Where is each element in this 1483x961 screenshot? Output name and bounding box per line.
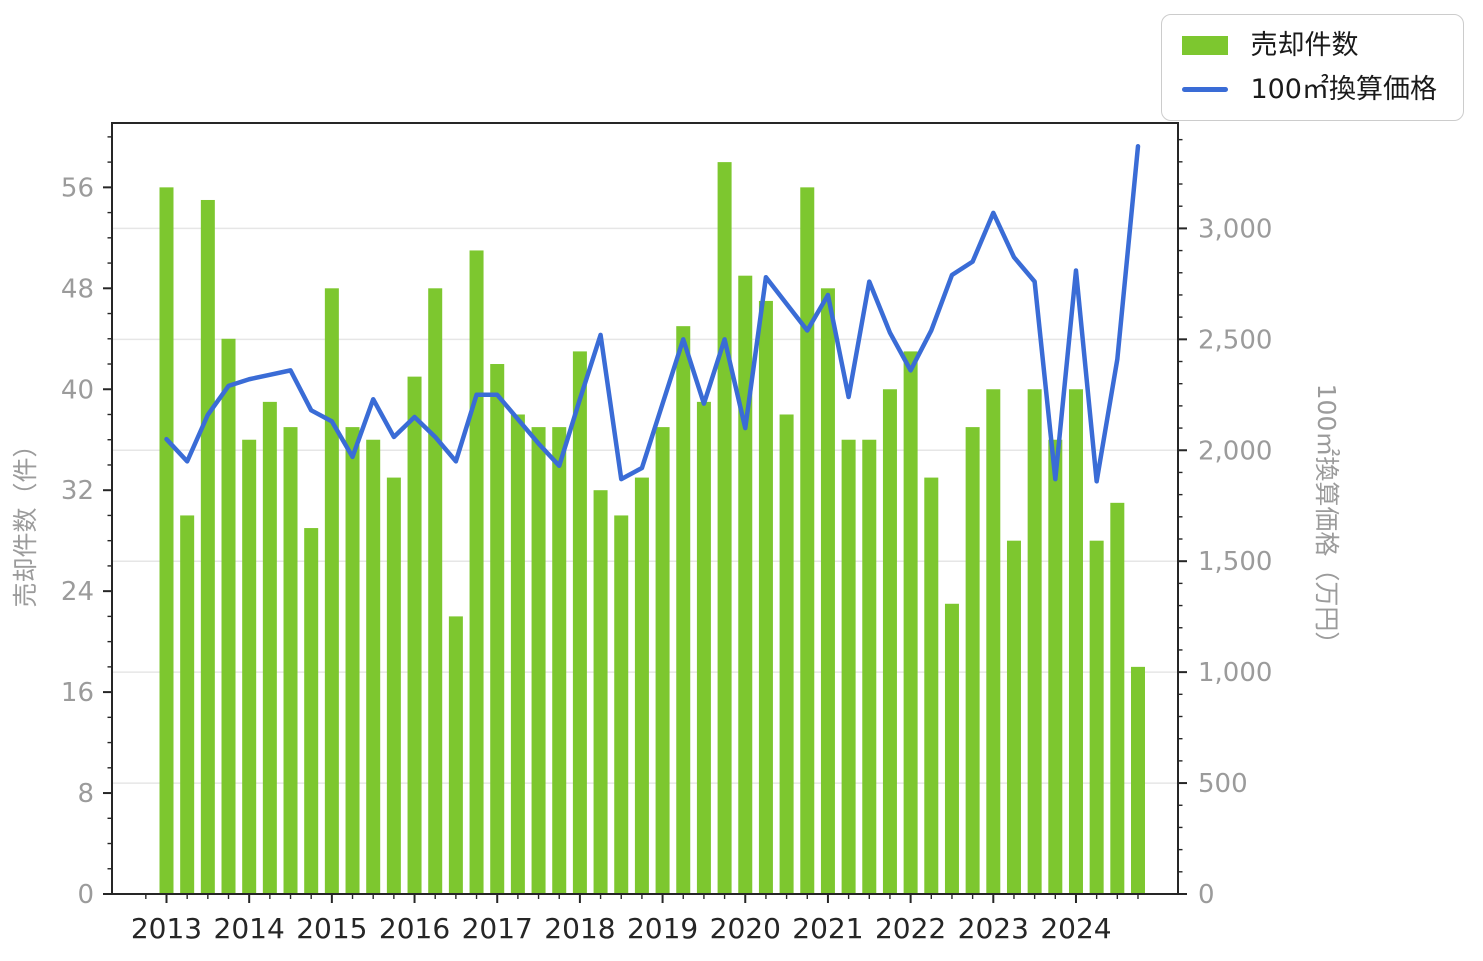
x-tick-label-2015: 2015 <box>296 912 367 945</box>
bar-2021Q2 <box>841 439 856 894</box>
bar-2014Q3 <box>283 427 298 894</box>
y-left-tick-label: 56 <box>61 173 94 203</box>
bar-2015Q2 <box>345 427 360 894</box>
bar-2016Q3 <box>448 616 463 894</box>
bar-2018Q2 <box>593 490 608 894</box>
bar-2023Q4 <box>1048 439 1063 894</box>
bar-2020Q1 <box>738 275 753 894</box>
x-tick-label-2013: 2013 <box>131 912 202 945</box>
y-right-tick-label: 2,500 <box>1198 325 1272 355</box>
y-left-tick-label: 16 <box>61 678 94 708</box>
bar-2018Q1 <box>572 351 587 894</box>
bar-2018Q4 <box>634 477 649 894</box>
y-left-tick-label: 0 <box>77 880 94 910</box>
y-right-tick-label: 0 <box>1198 880 1215 910</box>
x-axis: 2013 2014 2015 2016 2017 2018 2019 2020 2021 2022… <box>131 894 1139 945</box>
bar-2017Q4 <box>552 427 567 894</box>
bar-2023Q2 <box>1006 540 1021 894</box>
legend-item-price: 100㎡換算価格 <box>1182 73 1437 105</box>
y-axis-right: 0 500 1,000 1,500 2,000 2,500 3,000 100㎡換算価格（万円… <box>1178 138 1341 910</box>
x-tick-label-2016: 2016 <box>379 912 450 945</box>
bar-2014Q1 <box>242 439 257 894</box>
x-tick-label-2018: 2018 <box>544 912 615 945</box>
x-tick-label-2022: 2022 <box>875 912 946 945</box>
price-line <box>164 144 1141 484</box>
bar-2022Q2 <box>924 477 939 894</box>
bar-2015Q1 <box>324 288 339 894</box>
bar-2013Q2 <box>180 515 195 894</box>
bar-2020Q2 <box>758 300 773 894</box>
legend-label-sales: 売却件数 <box>1250 30 1359 61</box>
plot-spines <box>111 122 1179 895</box>
y-left-tick-label: 40 <box>61 375 94 405</box>
x-tick-label-2019: 2019 <box>627 912 698 945</box>
y-right-tick-label: 500 <box>1198 769 1248 799</box>
bar-2016Q2 <box>428 288 443 894</box>
y-right-tick-label: 1,000 <box>1198 658 1272 688</box>
x-tick-label-2020: 2020 <box>710 912 781 945</box>
bar-2019Q3 <box>696 401 711 894</box>
x-tick-label-2017: 2017 <box>462 912 533 945</box>
bar-2014Q4 <box>304 528 319 894</box>
y-left-tick-label: 8 <box>77 779 94 809</box>
bar-2024Q1 <box>1068 389 1083 894</box>
bar-2018Q3 <box>614 515 629 894</box>
bar-2022Q1 <box>903 351 918 894</box>
bar-2014Q2 <box>262 401 277 894</box>
x-tick-label-2021: 2021 <box>792 912 863 945</box>
y-axis-left: 0 8 16 24 32 40 48 56 売却件数（件） <box>11 136 112 910</box>
y-left-tick-label: 48 <box>61 274 94 304</box>
x-tick-label-2014: 2014 <box>214 912 285 945</box>
bar-2015Q4 <box>386 477 401 894</box>
bar-2023Q3 <box>1027 389 1042 894</box>
bar-2017Q3 <box>531 427 546 894</box>
bar-2016Q4 <box>469 250 484 895</box>
bar-2017Q1 <box>490 364 505 894</box>
y-right-tick-label: 3,000 <box>1198 214 1272 244</box>
bar-2013Q4 <box>221 338 236 894</box>
bar-2019Q2 <box>676 326 691 894</box>
legend-item-sales: 売却件数 <box>1182 31 1437 61</box>
x-tick-label-2024: 2024 <box>1040 912 1111 945</box>
line-swatch-icon <box>1182 87 1229 93</box>
bar-2015Q3 <box>366 439 381 894</box>
y-left-tick-label: 24 <box>61 577 94 607</box>
bar-2013Q1 <box>159 187 174 894</box>
bar-2016Q1 <box>407 376 422 894</box>
bars-series <box>159 162 1145 895</box>
bar-2019Q1 <box>655 427 670 894</box>
line-series <box>164 144 1141 484</box>
bar-2020Q3 <box>779 414 794 894</box>
bar-2021Q3 <box>862 439 877 894</box>
bar-2024Q4 <box>1130 666 1145 894</box>
bar-2023Q1 <box>986 389 1001 894</box>
bar-2013Q3 <box>200 199 215 894</box>
x-tick-label-2023: 2023 <box>958 912 1029 945</box>
bar-2019Q4 <box>717 162 732 894</box>
bar-2017Q2 <box>510 414 525 894</box>
bar-swatch-icon <box>1182 36 1229 56</box>
bar-2022Q4 <box>965 427 980 894</box>
y-right-tick-label: 1,500 <box>1198 547 1272 577</box>
y-left-tick-label: 32 <box>61 476 94 506</box>
bar-2024Q2 <box>1089 540 1104 894</box>
bar-2024Q3 <box>1110 502 1125 894</box>
bar-2021Q4 <box>882 389 897 894</box>
legend: 売却件数 100㎡換算価格 <box>1161 14 1464 122</box>
legend-label-price: 100㎡換算価格 <box>1250 73 1437 105</box>
bar-2020Q4 <box>800 187 815 894</box>
bar-2021Q1 <box>820 288 835 894</box>
y-right-tick-label: 2,000 <box>1198 436 1272 466</box>
bar-2022Q3 <box>944 603 959 894</box>
y-right-axis-title: 100㎡換算価格（万円） <box>1312 384 1341 657</box>
y-left-axis-title: 売却件数（件） <box>11 432 40 607</box>
